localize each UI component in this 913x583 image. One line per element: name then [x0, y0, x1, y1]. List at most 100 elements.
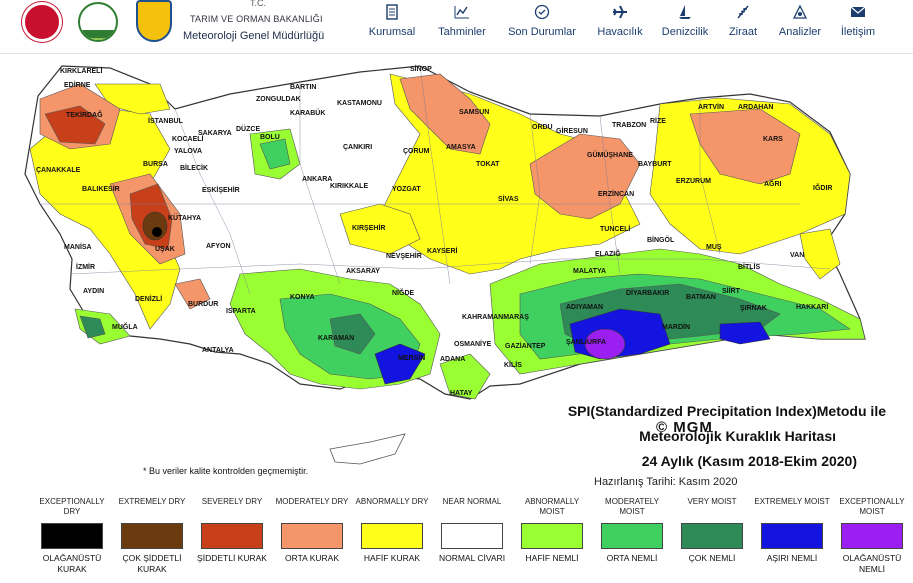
nav-item-denizcilik[interactable]: Denizcilik	[657, 0, 713, 54]
map-title-line-2: Meteorolojik Kuraklık Haritası	[639, 428, 836, 444]
city-karaman: KARAMAN	[318, 335, 355, 342]
city-batman: BATMAN	[686, 294, 716, 301]
city-yozgat: YOZGAT	[392, 186, 421, 193]
legend-item: EXCEPTIONALLY DRY OLAĞANÜSTÜ KURAK	[32, 497, 112, 575]
nav-label: Son Durumlar	[508, 26, 576, 38]
drought-map: KIRKLARELİ EDİRNE TEKİRDAĞ İSTANBUL ÇANA…	[0, 54, 913, 494]
city-kirklareli: KIRKLARELİ	[60, 68, 103, 75]
city-malatya: MALATYA	[573, 268, 607, 275]
city-konya: KONYA	[290, 294, 315, 301]
legend-item: VERY MOIST ÇOK NEMLİ	[672, 497, 752, 564]
legend-swatch	[441, 523, 503, 549]
zone-very-moist-karaman	[329, 313, 376, 355]
airplane-icon	[613, 5, 627, 19]
nav-item-havacilik[interactable]: Havacılık	[592, 0, 648, 54]
zone-severely-dry-tekirdag	[44, 105, 106, 145]
city-diyarbakir: DİYARBAKIR	[626, 290, 670, 297]
city-van: VAN	[790, 252, 805, 259]
legend-en-label: MODERATELY MOIST	[605, 497, 659, 516]
clock-icon	[534, 4, 550, 20]
city-nevsehir: NEVŞEHİR	[386, 253, 422, 260]
city-usak: UŞAK	[155, 246, 175, 253]
legend-swatch	[361, 523, 423, 549]
legend-swatch	[681, 523, 743, 549]
nav-label: Tahminler	[438, 26, 486, 38]
city-manisa: MANİSA	[64, 244, 92, 251]
mgm-copyright: © MGM	[656, 419, 713, 436]
city-canakkale: ÇANAKKALE	[36, 167, 81, 174]
city-rize: RİZE	[650, 118, 666, 125]
tc-emblem-logo[interactable]	[22, 2, 62, 42]
cyprus-outline	[329, 433, 406, 465]
city-bartin: BARTIN	[290, 84, 317, 91]
city-isparta: ISPARTA	[226, 308, 256, 315]
legend-swatch	[841, 523, 903, 549]
city-kocaeli: KOCAELİ	[172, 136, 204, 143]
city-sivas: SİVAS	[498, 196, 519, 203]
sailboat-icon	[679, 5, 691, 19]
zone-exceptionally-moist-sanliurfa	[584, 328, 626, 360]
tc-label: T.C.	[250, 0, 267, 8]
city-amasya: AMASYA	[446, 144, 476, 151]
zone-abnormally-dry-batman	[799, 228, 841, 280]
city-mardin: MARDİN	[662, 324, 690, 331]
city-bingol: BİNGÖL	[647, 237, 675, 244]
legend-swatch	[201, 523, 263, 549]
city-nigde: NİĞDE	[392, 290, 415, 297]
city-osmaniye: OSMANİYE	[454, 341, 492, 348]
legend-en-label: MODERATELY DRY	[275, 497, 349, 506]
city-edirne: EDİRNE	[64, 82, 91, 89]
city-ordu: ORDU	[532, 124, 553, 131]
city-agri: AĞRI	[764, 181, 782, 188]
nav-item-iletisim[interactable]: İletişim	[834, 0, 882, 54]
city-karabuk: KARABÜK	[290, 110, 326, 117]
city-sirnak: ŞIRNAK	[740, 305, 767, 312]
zone-moderately-dry-kars	[689, 108, 801, 185]
nav-item-ziraat[interactable]: Ziraat	[722, 0, 764, 54]
city-aksaray: AKSARAY	[346, 268, 380, 275]
legend-en-label: EXTREMELY MOIST	[754, 497, 830, 506]
nav-item-tahminler[interactable]: Tahminler	[432, 0, 492, 54]
city-sinop: SİNOP	[410, 66, 432, 73]
city-kilis: KİLİS	[504, 362, 522, 369]
zone-moderately-moist-bolu	[259, 138, 291, 170]
city-tekirdag: TEKİRDAĞ	[66, 112, 103, 119]
directorate-name[interactable]: Meteoroloji Genel Müdürlüğü	[183, 30, 325, 42]
turkey-spi-map	[24, 65, 866, 465]
city-kayseri: KAYSERİ	[427, 248, 458, 255]
nav-item-kurumsal[interactable]: Kurumsal	[363, 0, 421, 54]
city-elazig: ELAZIĞ	[595, 251, 621, 258]
nav-item-analizler[interactable]: Analizler	[773, 0, 827, 54]
city-sanliurfa: ŞANLIURFA	[566, 339, 607, 346]
zone-very-moist-mugla	[79, 315, 106, 339]
city-gumushane: GÜMÜŞHANE	[587, 152, 633, 159]
city-istanbul: İSTANBUL	[148, 118, 183, 125]
analysis-icon	[792, 4, 808, 19]
city-erzincan: ERZİNCAN	[598, 191, 635, 198]
legend-tr-label: HAFİF NEMLİ	[525, 553, 579, 563]
city-tunceli: TUNCELİ	[600, 226, 631, 233]
nav-label: Ziraat	[728, 26, 758, 38]
legend-tr-label: AŞIRI NEMLİ	[766, 553, 818, 563]
legend-tr-label: OLAĞANÜSTÜ KURAK	[42, 553, 102, 574]
city-yalova: YALOVA	[174, 148, 203, 155]
map-title-line-3: 24 Aylık (Kasım 2018-Ekim 2020)	[641, 453, 857, 469]
mgm-logo[interactable]	[136, 0, 172, 42]
nav-label: Analizler	[778, 26, 822, 38]
city-bursa: BURSA	[143, 161, 168, 168]
city-kirikkale: KIRIKKALE	[330, 183, 369, 190]
city-cankiri: ÇANKIRI	[343, 144, 373, 151]
province-borders	[40, 65, 831, 295]
chart-icon	[454, 6, 469, 19]
legend-swatch	[41, 523, 103, 549]
nav-item-son-durumlar[interactable]: Son Durumlar	[503, 0, 581, 54]
legend-tr-label: ORTA NEMLİ	[606, 553, 658, 563]
legend-en-label: EXCEPTIONALLY MOIST	[839, 497, 905, 516]
city-erzurum: ERZURUM	[676, 178, 711, 185]
wheat-icon	[737, 5, 749, 19]
ministry-logo[interactable]	[78, 2, 118, 42]
city-label-layer: KIRKLARELİ EDİRNE TEKİRDAĞ İSTANBUL ÇANA…	[0, 54, 913, 494]
legend-tr-label: OLAĞANÜSTÜ NEMLİ	[842, 553, 902, 574]
city-afyon: AFYON	[206, 243, 231, 250]
